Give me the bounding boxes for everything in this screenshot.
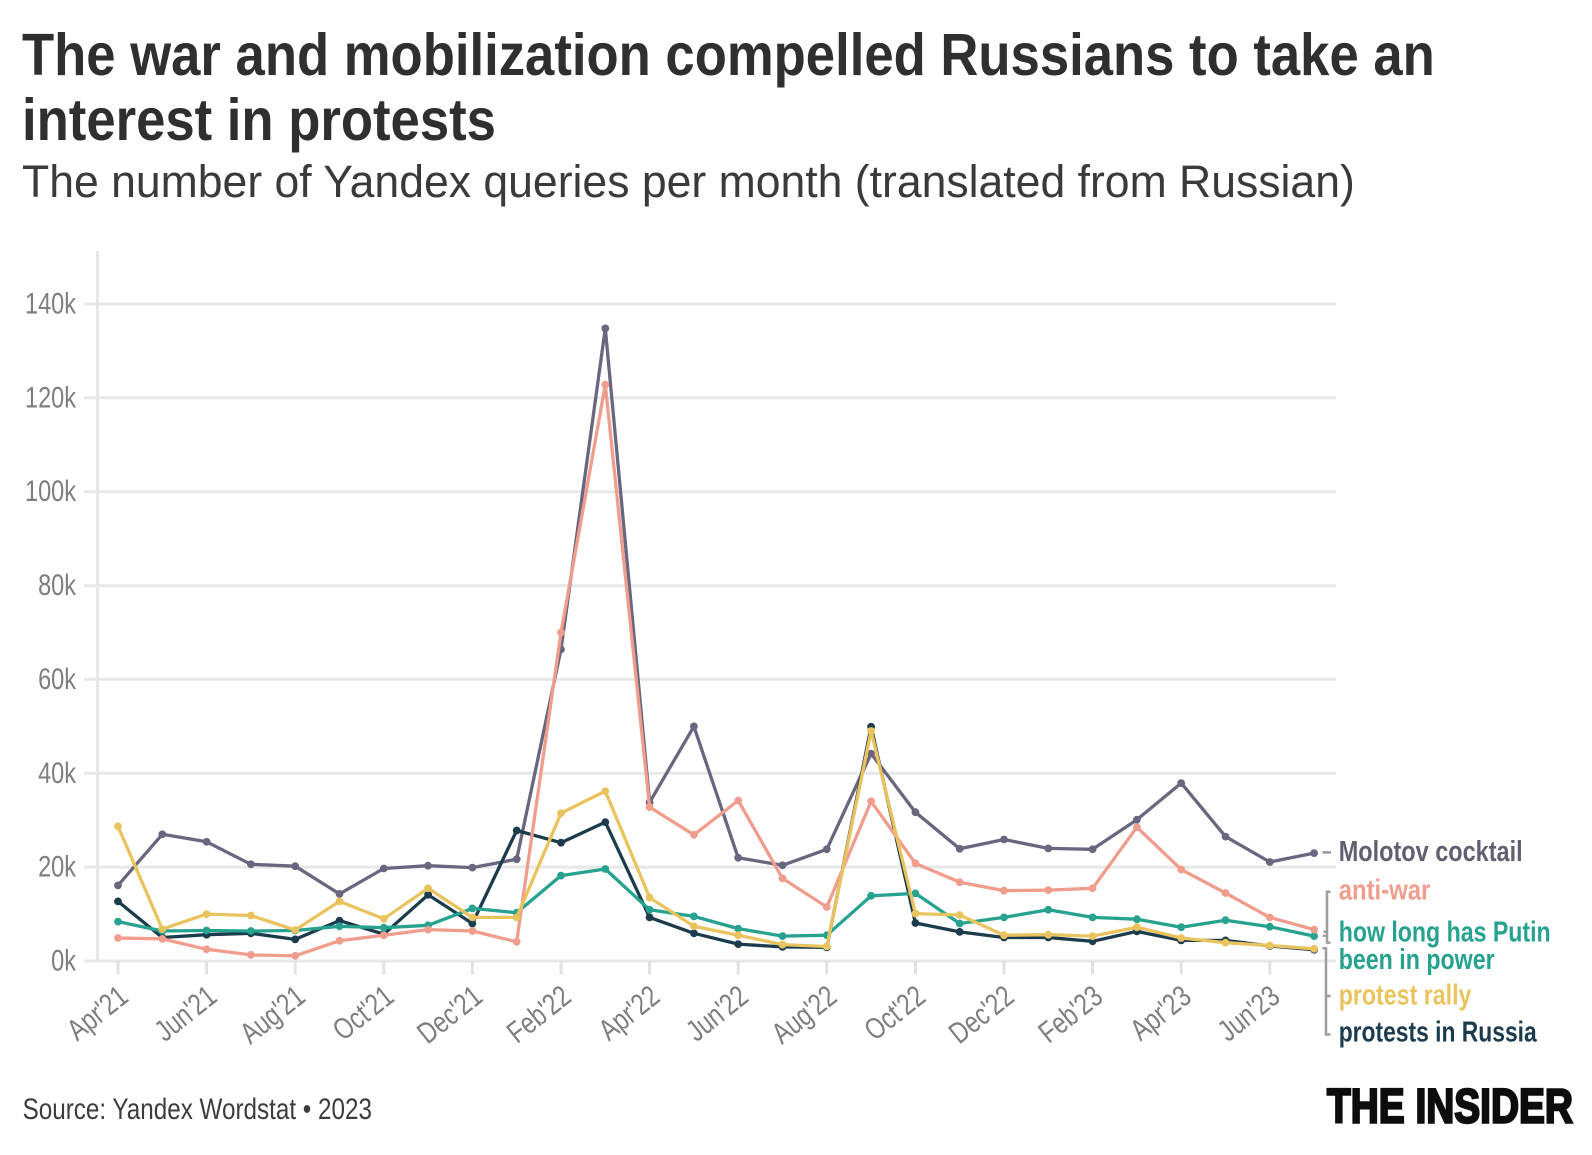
svg-text:0k: 0k bbox=[51, 944, 76, 977]
svg-text:THE INSIDER: THE INSIDER bbox=[1327, 1079, 1573, 1133]
svg-text:protests in Russia: protests in Russia bbox=[1339, 1015, 1537, 1048]
svg-text:Molotov cocktail: Molotov cocktail bbox=[1339, 835, 1523, 868]
svg-text:40k: 40k bbox=[38, 756, 76, 789]
svg-text:The number of Yandex queries p: The number of Yandex queries per month (… bbox=[22, 157, 1355, 207]
svg-text:100k: 100k bbox=[25, 474, 76, 507]
svg-text:60k: 60k bbox=[38, 662, 76, 695]
svg-text:20k: 20k bbox=[38, 850, 76, 883]
svg-text:interest in protests: interest in protests bbox=[22, 86, 496, 152]
svg-text:80k: 80k bbox=[38, 568, 76, 601]
svg-text:how long has Putin: how long has Putin bbox=[1339, 915, 1551, 948]
svg-text:been in power: been in power bbox=[1339, 942, 1495, 975]
svg-text:140k: 140k bbox=[25, 287, 76, 320]
svg-text:120k: 120k bbox=[25, 381, 76, 414]
svg-text:The war and mobilization compe: The war and mobilization compelled Russi… bbox=[22, 21, 1435, 87]
svg-text:anti-war: anti-war bbox=[1339, 873, 1431, 906]
svg-text:Source: Yandex Wordstat • 2023: Source: Yandex Wordstat • 2023 bbox=[23, 1091, 372, 1125]
svg-text:protest rally: protest rally bbox=[1339, 978, 1472, 1011]
